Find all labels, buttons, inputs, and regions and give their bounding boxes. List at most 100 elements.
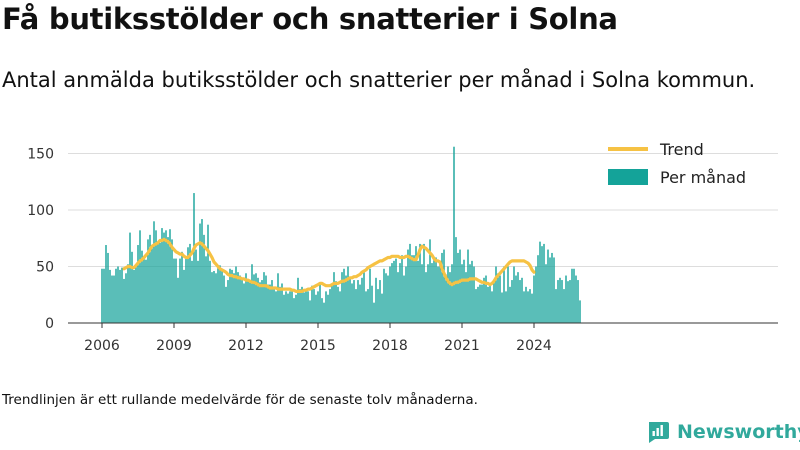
bar [547,249,549,323]
bar [231,269,233,323]
bar [217,266,219,323]
bar [135,264,137,323]
bars-series [101,146,581,323]
bar [175,258,177,323]
y-tick-label: 150 [27,147,54,163]
bar [273,289,275,323]
bar [113,275,115,323]
bar [319,283,321,323]
bar [419,243,421,323]
bar [201,219,203,323]
bar [401,255,403,323]
bar [477,286,479,323]
bar [269,284,271,323]
bar [307,291,309,323]
bar [257,277,259,323]
bar [129,232,131,323]
bar [351,283,353,323]
bar [281,283,283,323]
y-tick-label: 50 [36,260,54,276]
bar [553,257,555,323]
bar [133,269,135,323]
bar [385,273,387,323]
bar [543,243,545,323]
bar [579,300,581,323]
bar [117,266,119,323]
bar [469,264,471,323]
bar [279,286,281,323]
bar [215,273,217,323]
bar [343,268,345,323]
y-tick-label: 100 [27,203,54,219]
trend-line [122,237,536,293]
bar [413,255,415,323]
bar [355,289,357,323]
bar [311,285,313,323]
bar [365,291,367,323]
bar [467,249,469,323]
x-tick-label: 2021 [444,338,480,354]
bar [211,272,213,323]
bar [539,241,541,323]
bar [153,221,155,323]
bar [291,289,293,323]
bar [449,272,451,323]
bar [395,258,397,323]
bar [107,252,109,323]
x-tick-label: 2015 [300,338,336,354]
bar [199,223,201,323]
bar [549,257,551,323]
bar [275,291,277,323]
bar [483,277,485,323]
bar [223,275,225,323]
bar [497,273,499,323]
bar [131,251,133,323]
chart-title: Få butiksstölder och snatterier i Solna [2,2,618,36]
bar [447,266,449,323]
bar [531,293,533,323]
bar [181,251,183,323]
bar [339,291,341,323]
bar [437,266,439,323]
bar [435,257,437,323]
bar [381,293,383,323]
bar [123,278,125,323]
bar [363,272,365,323]
bar [421,264,423,323]
legend-trend-label: Trend [659,140,704,159]
bar [407,249,409,323]
bar [271,280,273,323]
chart: 0 50 100 150 2006 2009 2012 2015 2018 2021 2024 T… [27,140,778,354]
bar [125,273,127,323]
bar [227,280,229,323]
bar [429,239,431,323]
bar [367,289,369,323]
bar [485,275,487,323]
bar [425,272,427,323]
bar [541,246,543,323]
bar [325,291,327,323]
bar [255,273,257,323]
bar [341,272,343,323]
bar [309,300,311,323]
bar [459,249,461,323]
bar [389,266,391,323]
brand: Newsworthy [646,420,800,444]
bar [427,264,429,323]
bar [321,298,323,323]
bar [189,243,191,323]
bar [203,234,205,323]
bar [337,286,339,323]
bar [239,275,241,323]
bar [545,264,547,323]
bar [301,286,303,323]
bar [167,237,169,323]
bar [251,264,253,323]
bar [177,277,179,323]
bar [261,280,263,323]
bar [433,257,435,323]
bar [521,277,523,323]
bar [403,275,405,323]
bar [193,193,195,323]
bar [393,260,395,323]
